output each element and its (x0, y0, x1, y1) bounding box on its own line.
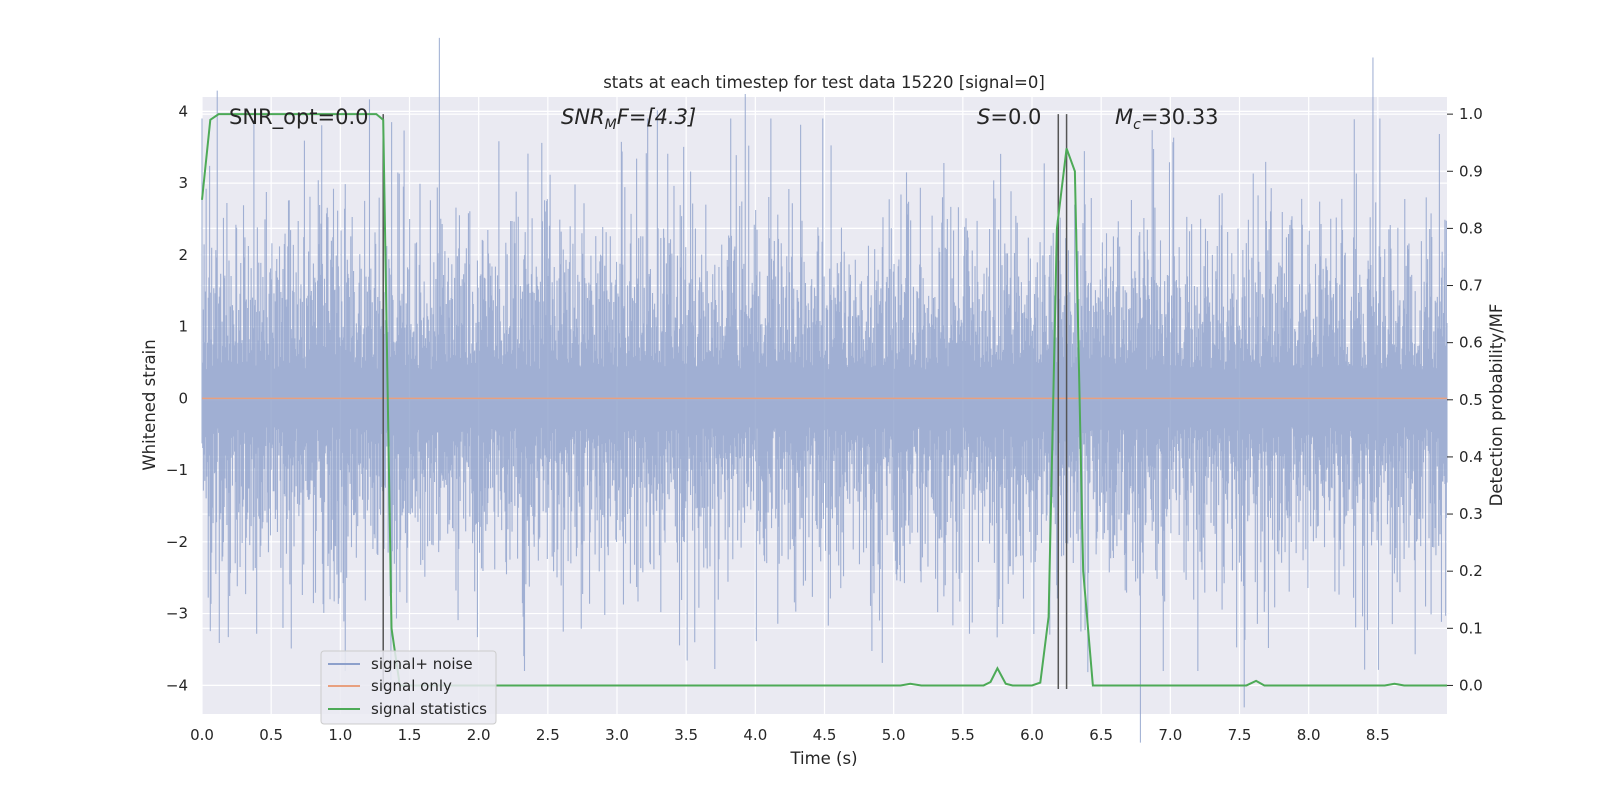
signal-noise-series (201, 37, 1448, 743)
x-tick-label: 1.5 (398, 726, 422, 744)
y-tick-label: −3 (166, 605, 188, 623)
x-tick-label: 3.5 (674, 726, 698, 744)
y-tick-label: −2 (166, 533, 188, 551)
y-axis-label: Whitened strain (140, 339, 159, 470)
x-tick-label: 5.0 (882, 726, 906, 744)
legend-box (320, 650, 497, 725)
y-tick-label: 0 (178, 389, 188, 407)
annotation-mc: Mc=30.33 (1115, 105, 1219, 133)
legend: signal+ noise signal only signal statist… (320, 650, 497, 725)
y2-tick-label: 0.2 (1459, 562, 1483, 580)
x-axis-label: Time (s) (789, 749, 857, 768)
y2-tick-label: 0.5 (1459, 391, 1483, 409)
y2-tick-label: 0.6 (1459, 334, 1483, 352)
annotation-snr-mf: SNRMF=[4.3] (561, 105, 696, 133)
y-tick-label: 4 (178, 102, 188, 120)
mc-tail: =30.33 (1141, 105, 1219, 129)
s-main: S (977, 105, 990, 129)
x-tick-label: 1.0 (328, 726, 352, 744)
y2-ticks: 1.0 0.9 0.8 0.7 0.6 0.5 0.4 0.3 0.2 0.1 0.0 (1447, 105, 1483, 694)
y-tick-label: 3 (178, 174, 188, 192)
y-ticks: 4 3 2 1 0 −1 −2 −3 −4 (166, 102, 188, 694)
y2-tick-label: 0.1 (1459, 619, 1483, 637)
x-tick-label: 4.0 (743, 726, 767, 744)
x-tick-label: 0.5 (259, 726, 283, 744)
x-ticks: 0.0 0.5 1.0 1.5 2.0 2.5 3.0 3.5 4.0 4.5 5.0 5.5 6.0 6… (190, 726, 1390, 744)
y2-tick-label: 0.3 (1459, 505, 1483, 523)
x-tick-label: 2.5 (536, 726, 560, 744)
x-tick-label: 6.5 (1089, 726, 1113, 744)
x-tick-label: 0.0 (190, 726, 214, 744)
signal-noise-trace (201, 37, 1448, 743)
legend-label-signal-noise: signal+ noise (371, 655, 473, 673)
y-tick-label: −1 (166, 461, 188, 479)
y-tick-label: 2 (178, 246, 188, 264)
mc-sub: c (1133, 117, 1141, 133)
y2-tick-label: 0.0 (1459, 676, 1483, 694)
x-tick-label: 5.5 (951, 726, 975, 744)
y2-tick-label: 0.4 (1459, 448, 1483, 466)
mc-main: M (1115, 105, 1133, 129)
x-tick-label: 7.0 (1158, 726, 1182, 744)
legend-label-signal-only: signal only (371, 677, 452, 695)
y2-tick-label: 0.9 (1459, 162, 1483, 180)
signal-statistics-series (201, 113, 1447, 687)
y-tick-label: −4 (166, 676, 188, 694)
y2-tick-label: 0.7 (1459, 277, 1483, 295)
legend-label-signal-statistics: signal statistics (371, 700, 487, 718)
x-tick-label: 2.0 (467, 726, 491, 744)
x-tick-label: 4.5 (813, 726, 837, 744)
y2-tick-label: 1.0 (1459, 105, 1483, 123)
annotation-snr-opt: SNR_opt=0.0 (229, 105, 369, 130)
chart-title: stats at each timestep for test data 152… (603, 73, 1045, 92)
y2-tick-label: 0.8 (1459, 219, 1483, 237)
snr-mf-main: SNR (561, 105, 605, 129)
y-tick-label: 1 (178, 318, 188, 336)
x-tick-label: 7.5 (1228, 726, 1252, 744)
x-tick-label: 3.0 (605, 726, 629, 744)
annotation-s: S=0.0 (977, 105, 1041, 129)
s-tail: =0.0 (990, 105, 1041, 129)
snr-mf-tail: F=[4.3] (617, 105, 696, 129)
x-tick-label: 8.0 (1297, 726, 1321, 744)
y2-axis-label: Detection probability/MF (1487, 304, 1506, 507)
snr-mf-sub: M (605, 117, 617, 133)
x-tick-label: 6.0 (1020, 726, 1044, 744)
x-tick-label: 8.5 (1366, 726, 1390, 744)
